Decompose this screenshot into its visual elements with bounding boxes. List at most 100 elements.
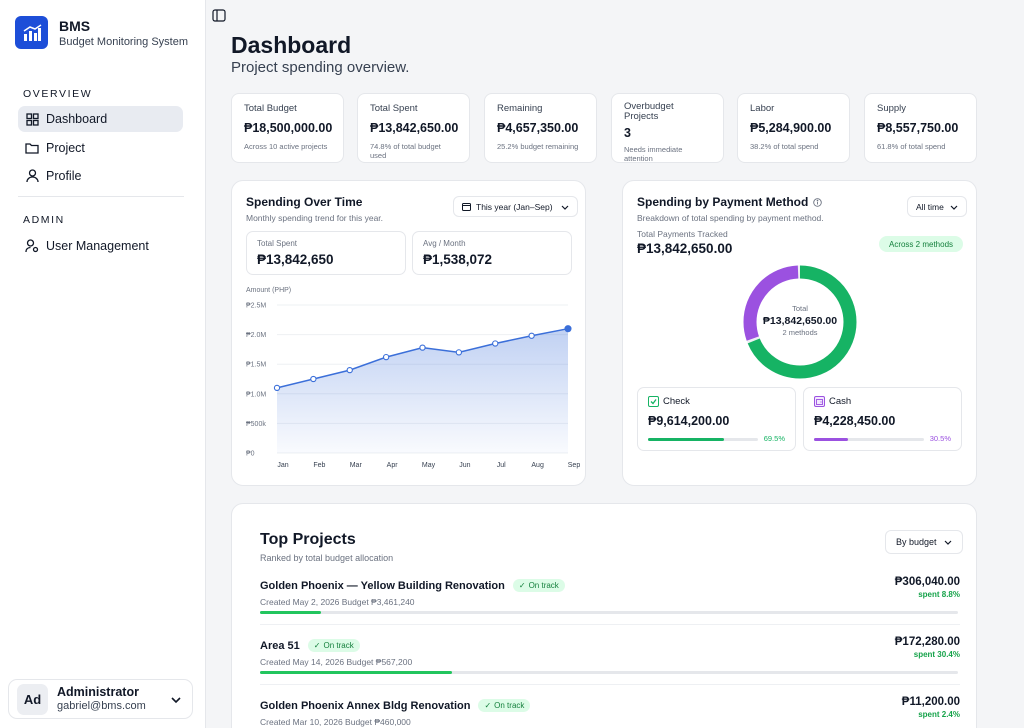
bar-chart-logo-icon (15, 16, 48, 49)
dashboard-icon (24, 111, 40, 127)
project-name: Golden Phoenix — Yellow Building Renovat… (260, 579, 565, 592)
status-label: On track (323, 641, 354, 650)
project-progress-track (260, 671, 958, 674)
stat-value: ₱5,284,900.00 (750, 121, 832, 135)
sidebar-item-profile[interactable]: Profile (18, 163, 183, 189)
method-name: Check (663, 396, 690, 407)
method-progress-track (814, 438, 924, 441)
project-name: Area 51 ✓ On track (260, 639, 360, 652)
avg-month-summary: Avg / Month ₱1,538,072 (412, 231, 572, 275)
sidebar-item-label: Project (46, 141, 85, 155)
project-progress-fill (260, 611, 322, 614)
method-progress-fill (648, 438, 725, 441)
project-name: Golden Phoenix Annex Bldg Renovation ✓ On… (260, 699, 531, 712)
card-subtitle: Breakdown of total spending by payment m… (637, 213, 824, 223)
project-percent: spent 2.4% (918, 710, 960, 719)
stat-hint: 25.2% budget remaining (497, 142, 579, 151)
check-icon: ✓ (484, 701, 492, 710)
project-name-text: Area 51 (260, 639, 300, 652)
sidebar-toggle-icon[interactable] (212, 9, 226, 27)
x-tick-label: Feb (313, 462, 325, 469)
sidebar-item-dashboard[interactable]: Dashboard (18, 106, 183, 132)
check-square-icon (648, 396, 659, 407)
project-name-text: Golden Phoenix — Yellow Building Renovat… (260, 579, 505, 592)
sort-label: By budget (896, 537, 937, 547)
project-meta: Created May 14, 2026 Budget ₱567,200 (260, 657, 413, 667)
check-icon: ✓ (313, 641, 321, 650)
stat-label: Total Budget (244, 103, 297, 114)
user-menu[interactable]: Ad Administrator gabriel@bms.com (8, 679, 193, 719)
check-icon: ✓ (518, 581, 526, 590)
date-range-label: This year (Jan–Sep) (476, 201, 553, 212)
donut-caption: Total (792, 304, 808, 313)
x-tick-label: Mar (350, 462, 363, 469)
data-point (273, 384, 281, 392)
calendar-icon (462, 202, 471, 211)
stat-remaining: Remaining ₱4,657,350.00 25.2% budget rem… (484, 93, 597, 163)
stat-supply: Supply ₱8,557,750.00 61.8% of total spen… (864, 93, 977, 163)
data-point (492, 340, 499, 347)
info-icon[interactable] (813, 197, 823, 207)
y-tick-label: ₱500k (246, 421, 266, 428)
summary-label: Avg / Month (423, 239, 466, 248)
methods-badge: Across 2 methods (879, 236, 963, 252)
sidebar-item-user-management[interactable]: User Management (18, 233, 183, 259)
avatar: Ad (17, 683, 48, 715)
project-amount: ₱11,200.00 (901, 696, 960, 708)
card-title: Spending by Payment Method (637, 195, 823, 209)
donut-sub: 2 methods (782, 328, 818, 337)
area-fill (277, 328, 568, 453)
spending-line-chart: Amount (PHP) ₱2.5M ₱2.0M ₱1.5M ₱1.0M ₱500k ₱0 J… (246, 287, 580, 469)
project-progress-fill (260, 671, 452, 674)
project-name-text: Golden Phoenix Annex Bldg Renovation (260, 699, 471, 712)
stat-label: Overbudget Projects (624, 101, 674, 122)
stat-hint: 61.8% of total spend (877, 142, 946, 151)
card-subtitle: Monthly spending trend for this year. (246, 213, 384, 223)
page-title: Dashboard (231, 32, 352, 58)
sidebar-item-label: Dashboard (46, 112, 108, 126)
method-check: Check ₱9,614,200.00 69.5% (637, 387, 796, 451)
card-title: Spending Over Time (246, 195, 363, 209)
card-subtitle: Ranked by total budget allocation (260, 553, 394, 563)
sidebar-item-project[interactable]: Project (18, 135, 183, 161)
project-percent: spent 30.4% (913, 650, 960, 659)
app-subtitle: Budget Monitoring System (59, 35, 189, 48)
stat-hint: Needs immediate attention (624, 145, 683, 163)
y-axis-label: Amount (PHP) (246, 287, 291, 294)
total-spent-summary: Total Spent ₱13,842,650 (246, 231, 406, 275)
status-badge: ✓ On track (512, 579, 565, 592)
method-progress-fill (814, 438, 848, 441)
donut-slice (743, 265, 857, 379)
app-name: BMS (59, 17, 91, 34)
page-subtitle: Project spending overview. (231, 59, 410, 76)
stat-value: ₱18,500,000.00 (244, 121, 333, 135)
payment-donut-chart (743, 265, 857, 379)
tracked-value: ₱13,842,650.00 (637, 241, 733, 256)
method-progress-track (648, 438, 758, 441)
wallet-icon (814, 396, 825, 407)
section-label-admin: ADMIN (23, 214, 65, 226)
project-meta: Created Mar 10, 2026 Budget ₱460,000 (260, 717, 411, 727)
time-filter-select[interactable]: All time (907, 196, 967, 217)
x-tick-label: Jun (459, 462, 470, 469)
stat-hint: 74.8% of total budget used (370, 142, 441, 160)
x-tick-label: Jul (497, 462, 506, 469)
date-range-select[interactable]: This year (Jan–Sep) (453, 196, 578, 217)
stat-labor: Labor ₱5,284,900.00 38.2% of total spend (737, 93, 850, 163)
section-label-overview: OVERVIEW (23, 88, 93, 100)
method-percent: 30.5% (929, 434, 951, 443)
stat-label: Remaining (497, 103, 543, 114)
stat-hint: 38.2% of total spend (750, 142, 819, 151)
stat-label: Supply (877, 103, 907, 114)
tracked-label: Total Payments Tracked (637, 229, 728, 239)
time-filter-label: All time (916, 201, 944, 212)
method-amount: ₱4,228,450.00 (814, 414, 896, 428)
data-point (346, 366, 353, 374)
brand[interactable]: BMS Budget Monitoring System (15, 16, 188, 49)
x-tick-label: Apr (387, 462, 399, 469)
stat-label: Total Spent (370, 103, 418, 114)
chevron-down-icon (170, 693, 182, 711)
sort-select[interactable]: By budget (885, 530, 963, 554)
project-amount: ₱172,280.00 (894, 636, 960, 648)
method-cash: Cash ₱4,228,450.00 30.5% (803, 387, 962, 451)
